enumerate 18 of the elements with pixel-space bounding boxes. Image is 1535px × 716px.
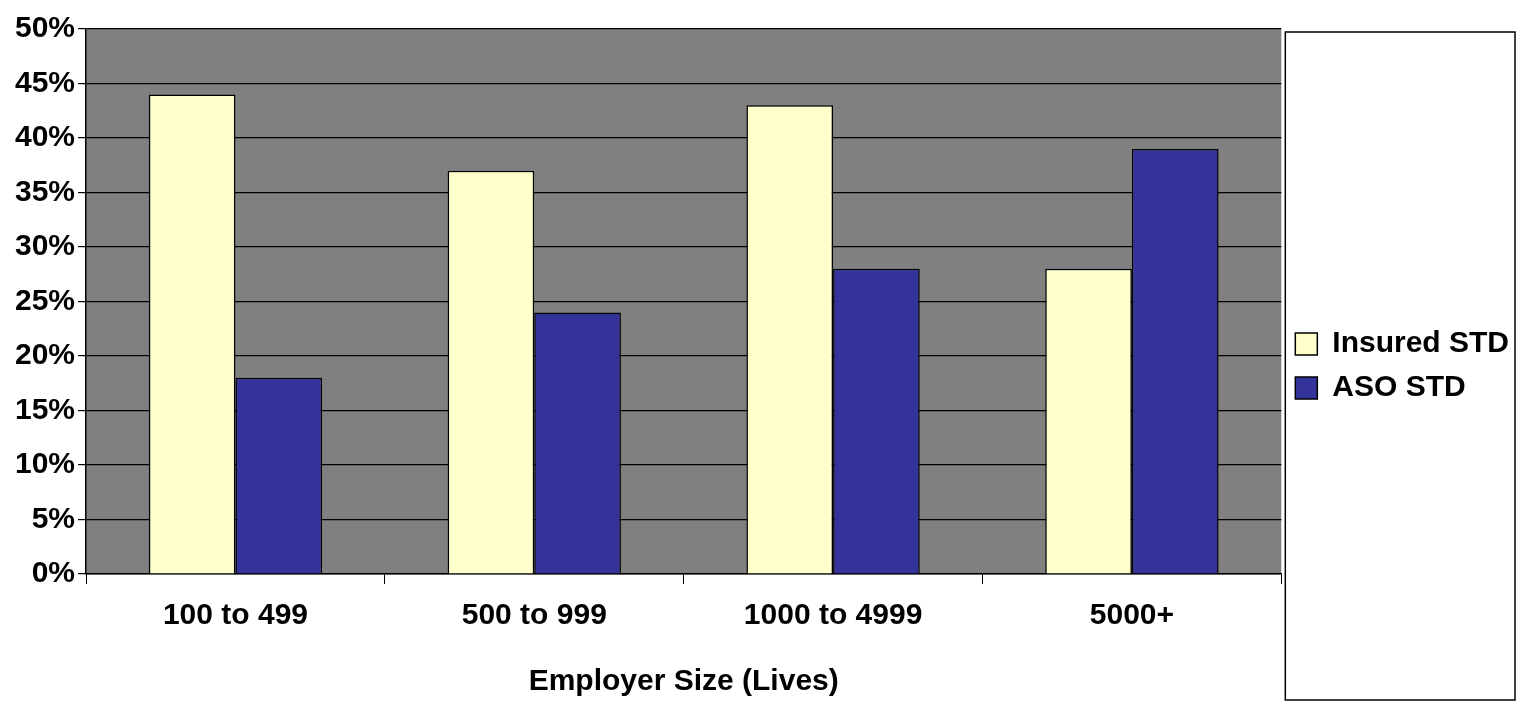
y-tick-label: 50% <box>15 10 76 44</box>
y-tick-label: 5% <box>31 500 76 534</box>
legend-label: Insured STD <box>1332 325 1510 359</box>
y-tick-label: 20% <box>15 337 76 371</box>
y-tick-label: 0% <box>31 555 76 589</box>
y-tick-label: 35% <box>15 173 76 207</box>
y-tick-label: 25% <box>15 282 76 316</box>
legend-label: ASO STD <box>1332 369 1466 403</box>
y-tick-label: 40% <box>15 119 76 153</box>
x-tick-label: 500 to 999 <box>461 597 607 631</box>
x-tick-label: 5000+ <box>1089 597 1175 631</box>
x-tick-label: 100 to 499 <box>162 597 308 631</box>
y-tick-label: 10% <box>15 446 76 480</box>
x-tick-label: 1000 to 4999 <box>743 597 923 631</box>
y-tick-label: 45% <box>15 64 76 98</box>
x-axis-title: Employer Size (Lives) <box>528 663 839 697</box>
y-tick-label: 15% <box>15 391 76 425</box>
y-tick-label: 30% <box>15 228 76 262</box>
